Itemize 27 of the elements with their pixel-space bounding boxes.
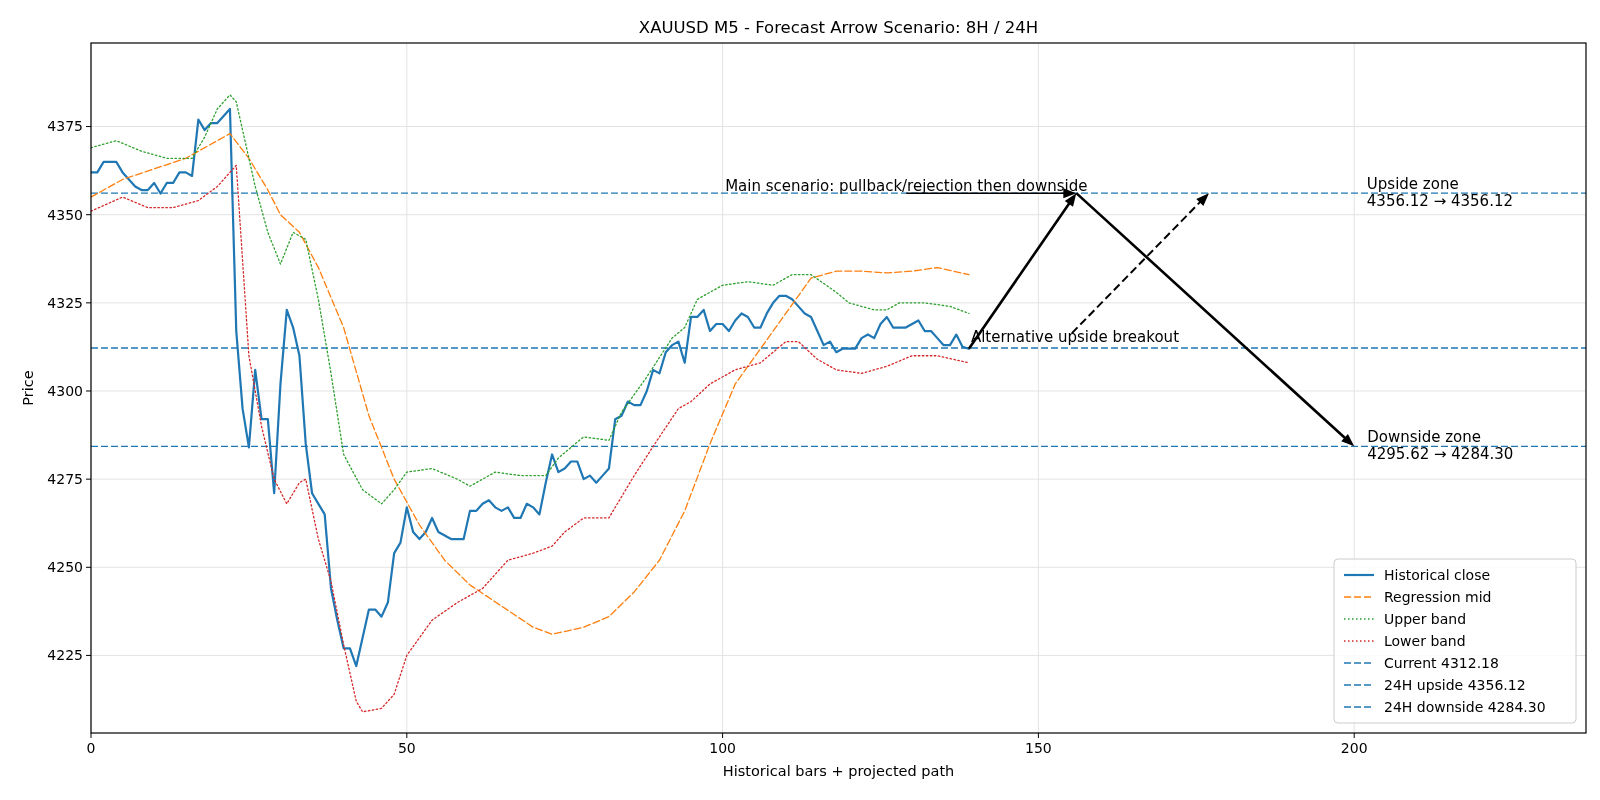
line-series [91, 94, 970, 505]
x-tick-label: 50 [397, 740, 416, 756]
x-tick-label: 150 [1025, 740, 1052, 756]
y-tick-label: 4300 [47, 382, 83, 399]
annotation: Downside zone 4295.62 → 4284.30 [1367, 428, 1514, 464]
legend-label: 24H downside 4284.30 [1384, 698, 1546, 715]
legend-label: Current 4312.18 [1384, 654, 1499, 671]
legend-label: Lower band [1384, 632, 1466, 649]
line-series [91, 164, 970, 713]
x-axis-title: Historical bars + projected path [722, 763, 955, 779]
y-tick-label: 4325 [47, 294, 83, 311]
chart-title: XAUUSD M5 - Forecast Arrow Scenario: 8H / 24H [638, 18, 1039, 37]
y-axis-title: Price [20, 370, 36, 406]
x-tick-label: 100 [709, 740, 736, 756]
x-tick-label: 0 [86, 740, 96, 756]
annotation: Upside zone 4356.12 → 4356.12 [1366, 175, 1514, 211]
legend-label: 24H upside 4356.12 [1384, 676, 1526, 693]
legend-label: Regression mid [1384, 588, 1492, 605]
y-tick-label: 4225 [47, 647, 83, 664]
y-tick-label: 4250 [47, 559, 83, 576]
legend-label: Upper band [1384, 610, 1467, 627]
y-tick-label: 4275 [47, 471, 83, 488]
y-tick-label: 4375 [47, 118, 83, 135]
y-tick-label: 4350 [47, 206, 83, 223]
legend-label: Historical close [1384, 566, 1491, 583]
annotation: Main scenario: pullback/rejection then downside [725, 177, 1088, 196]
x-tick-label: 200 [1340, 740, 1368, 756]
